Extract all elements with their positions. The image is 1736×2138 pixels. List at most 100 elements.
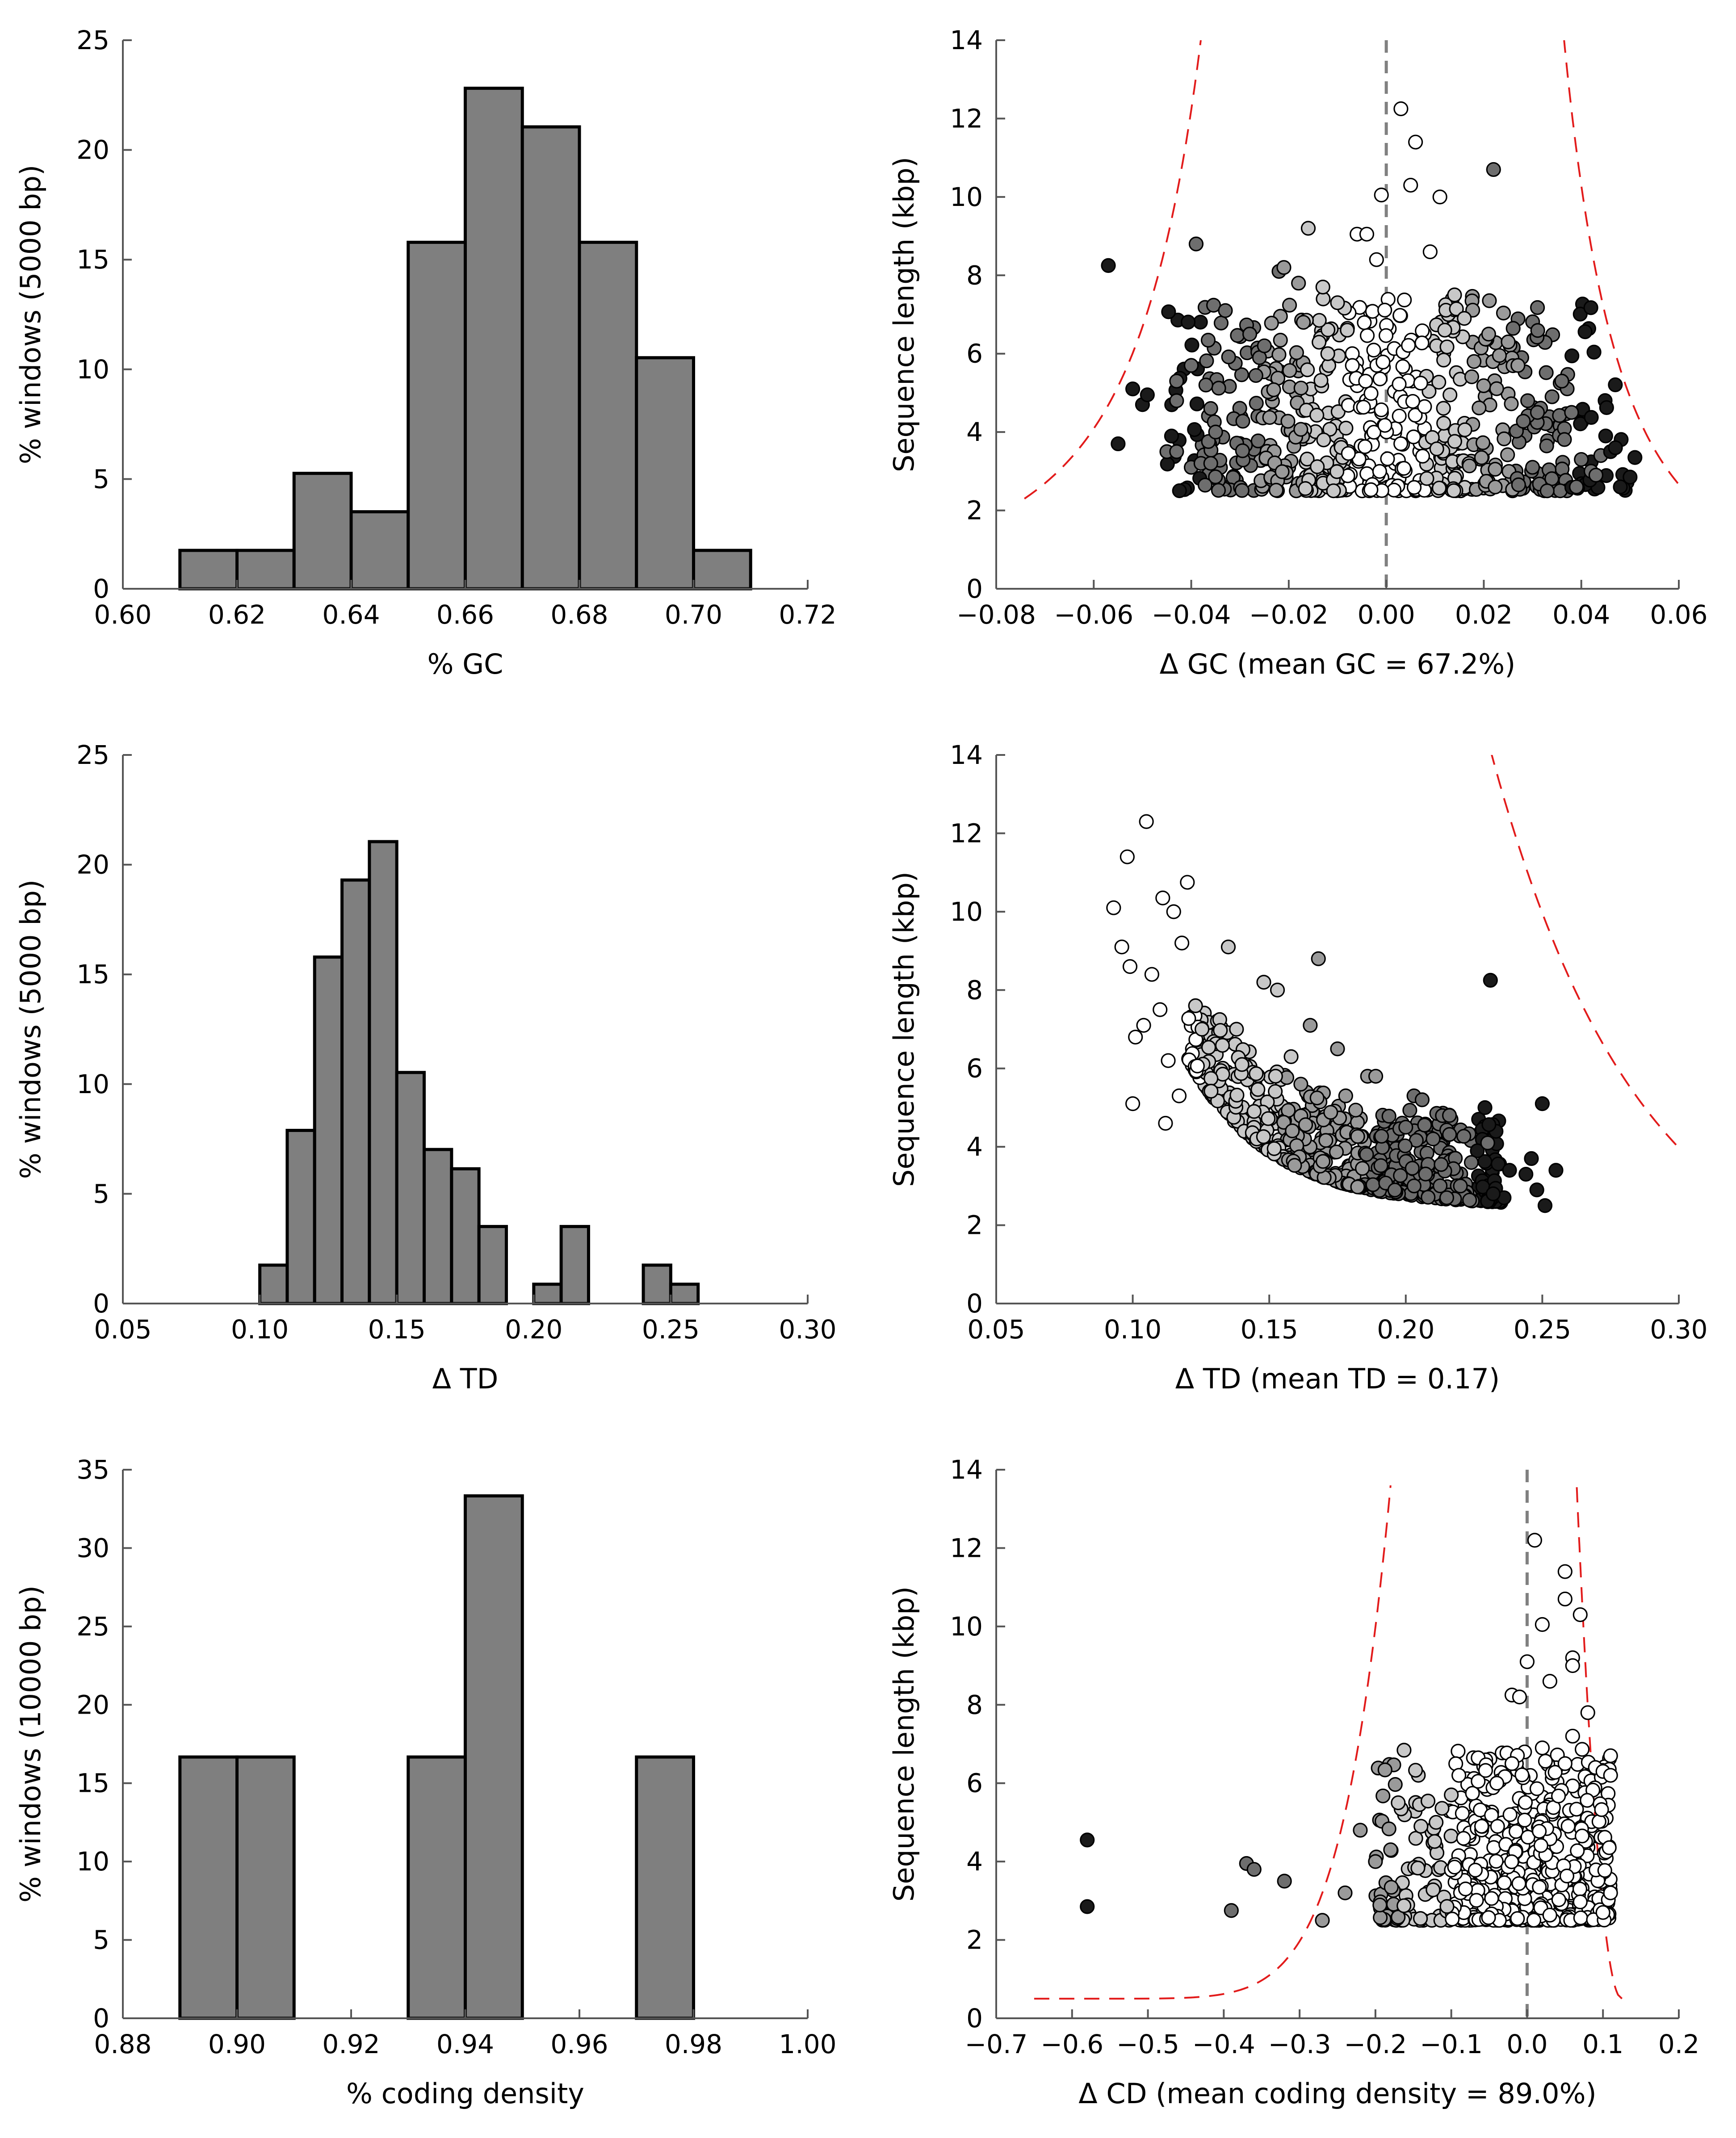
data-point xyxy=(1293,381,1308,396)
data-point xyxy=(1588,468,1604,483)
data-point xyxy=(1313,373,1329,388)
y-tick-label: 25 xyxy=(76,740,109,770)
data-point xyxy=(1208,424,1223,440)
y-tick-label: 15 xyxy=(76,1768,109,1798)
x-axis-label: Δ TD (mean TD = 0.17) xyxy=(1175,1362,1500,1395)
histogram-bar xyxy=(464,1494,524,2020)
data-point xyxy=(1273,332,1288,348)
histogram-bar xyxy=(635,356,695,591)
data-point xyxy=(1293,1077,1308,1092)
data-point xyxy=(1439,1190,1455,1205)
data-point xyxy=(1271,347,1287,362)
y-tick-label: 5 xyxy=(93,464,109,494)
data-point xyxy=(1464,369,1480,385)
x-axis-label: Δ TD xyxy=(432,1362,499,1395)
x-tick-label: 0.30 xyxy=(779,1314,836,1345)
data-point xyxy=(1257,338,1272,353)
data-point xyxy=(1298,1117,1313,1132)
data-point xyxy=(1417,1118,1432,1133)
data-point xyxy=(1377,418,1392,433)
data-point xyxy=(1406,480,1422,495)
data-point xyxy=(1480,1135,1495,1150)
data-point xyxy=(1431,374,1447,390)
data-point xyxy=(1329,1144,1344,1160)
histogram-bar xyxy=(450,1167,481,1305)
x-tick-label: −0.06 xyxy=(1054,599,1133,630)
data-point xyxy=(1166,904,1181,919)
histogram-bar xyxy=(292,472,353,591)
x-tick-label: 0.88 xyxy=(94,2029,151,2059)
data-point xyxy=(1266,1141,1282,1156)
x-axis-label: Δ CD (mean coding density = 89.0%) xyxy=(1078,2077,1596,2110)
data-point xyxy=(1413,375,1428,391)
data-point xyxy=(1377,1762,1392,1777)
data-point xyxy=(1187,422,1202,437)
y-tick-label: 15 xyxy=(76,959,109,989)
histogram-bar xyxy=(520,125,581,591)
data-point xyxy=(1276,260,1292,275)
data-point xyxy=(1386,482,1402,498)
data-point xyxy=(1201,1040,1216,1055)
data-point xyxy=(1285,1123,1300,1139)
histogram-bar xyxy=(178,1755,239,2020)
data-point xyxy=(1213,1023,1228,1038)
data-point xyxy=(1270,982,1285,998)
data-point xyxy=(1429,441,1444,457)
data-point xyxy=(1595,1905,1610,1920)
data-point xyxy=(1446,483,1461,498)
data-point xyxy=(1315,279,1330,295)
histogram-bar xyxy=(235,1755,296,2020)
data-point xyxy=(1477,1100,1493,1115)
data-point xyxy=(1544,389,1560,404)
data-point xyxy=(1395,359,1410,374)
data-point xyxy=(1321,322,1336,337)
histogram-bar xyxy=(642,1263,672,1305)
data-point xyxy=(1551,1788,1566,1804)
data-point xyxy=(1220,939,1236,955)
data-point xyxy=(1275,464,1290,479)
histogram-bar xyxy=(692,549,752,591)
x-tick-label: −0.04 xyxy=(1152,599,1231,630)
data-point xyxy=(1363,482,1379,497)
data-point xyxy=(1530,300,1545,315)
y-tick-label: 6 xyxy=(966,339,983,369)
data-point xyxy=(1489,1853,1504,1869)
data-point xyxy=(1422,244,1438,260)
data-point xyxy=(1580,1793,1595,1808)
data-point xyxy=(1282,298,1297,313)
panel-td-scatter: 0.05 0.10 0.15 0.20 0.25 0.30 0 2 4 6 8 10 12 14 Δ TD … xyxy=(888,740,1708,1395)
x-tick-label: −0.3 xyxy=(1268,2029,1331,2059)
data-point xyxy=(1481,1117,1497,1132)
histogram-bar xyxy=(285,1128,316,1305)
histogram-bar xyxy=(349,510,410,591)
data-point xyxy=(1457,422,1472,437)
data-point xyxy=(1393,101,1409,117)
histogram-bar xyxy=(395,1071,426,1305)
data-point xyxy=(1250,1082,1266,1097)
data-point xyxy=(1500,447,1515,462)
panel-cd-scatter: −0.7 −0.6 −0.5 −0.4 −0.3 −0.2 −0.1 0.0 0.1 0.2 0 2 4… xyxy=(888,1455,1699,2110)
data-point xyxy=(1442,1127,1457,1142)
data-point xyxy=(1505,321,1521,336)
x-tick-label: −0.02 xyxy=(1249,599,1329,630)
data-point xyxy=(1198,377,1213,393)
data-point xyxy=(1554,373,1569,389)
data-point xyxy=(1426,1882,1441,1898)
data-point xyxy=(1527,1533,1543,1548)
x-tick-label: 0.25 xyxy=(642,1314,700,1345)
data-point xyxy=(1501,334,1516,350)
data-point xyxy=(1213,315,1229,331)
threshold-curve xyxy=(1024,40,1202,499)
data-point xyxy=(1517,1812,1532,1828)
data-point xyxy=(1436,415,1451,431)
data-point xyxy=(1510,1911,1525,1926)
y-tick-label: 2 xyxy=(966,495,983,526)
data-point xyxy=(1486,1840,1501,1855)
x-tick-label: 0.10 xyxy=(1104,1314,1162,1345)
data-point xyxy=(1374,402,1389,418)
x-tick-label: 0.15 xyxy=(1241,1314,1298,1345)
data-point xyxy=(1365,1177,1380,1192)
y-axis-label: % windows (10000 bp) xyxy=(14,1585,47,1903)
data-point xyxy=(1432,480,1447,496)
histogram-bar xyxy=(532,1283,563,1305)
